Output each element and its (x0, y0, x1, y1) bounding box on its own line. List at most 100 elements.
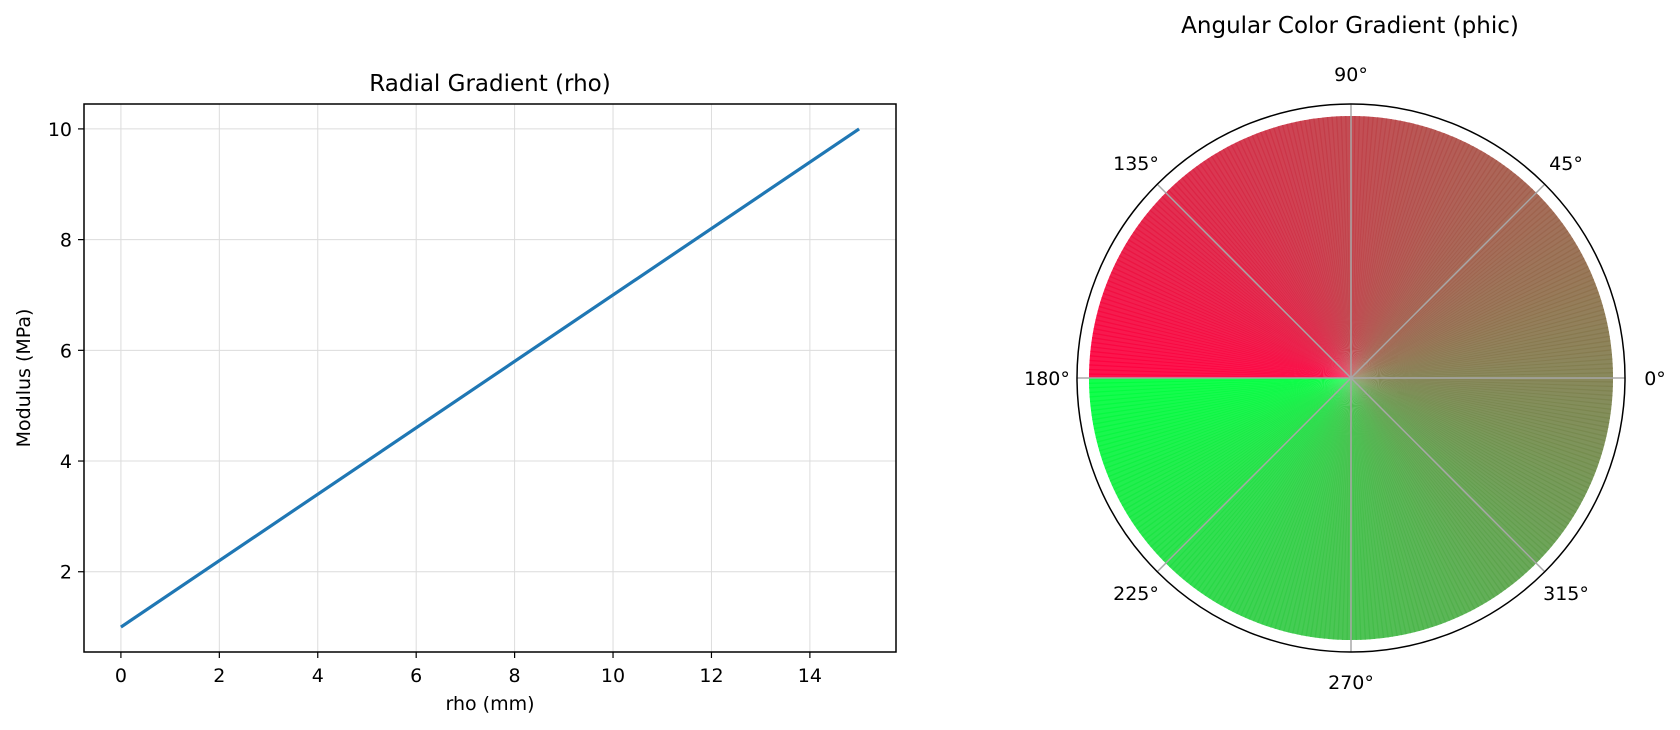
polar-sector-wedge (1351, 132, 1450, 378)
polar-sector-wedge (1351, 129, 1441, 378)
polar-sector-wedge (1351, 230, 1571, 378)
polar-sector-wedge (1214, 151, 1351, 378)
polar-sector-wedge (1181, 174, 1351, 378)
line-y-tick-label: 10 (48, 119, 72, 141)
polar-sector-wedge (1351, 125, 1428, 379)
polar-sector-wedge (1351, 198, 1546, 378)
polar-chart-title: Angular Color Gradient (phic) (1181, 13, 1519, 39)
polar-sector-wedge (1107, 275, 1351, 378)
line-y-ticks: 2 4 6 8 10 (48, 119, 84, 584)
line-x-axis-label: rho (mm) (445, 693, 534, 715)
polar-sector-wedge (1351, 119, 1401, 378)
polar-sector-wedge (1351, 378, 1531, 573)
polar-sector-wedge (1351, 378, 1544, 560)
polar-sector-wedge (1155, 199, 1351, 378)
polar-angle-label: 135° (1113, 153, 1159, 175)
polar-sector-wedge (1124, 378, 1351, 515)
polar-sector-wedge (1351, 378, 1510, 590)
polar-sector-wedge (1252, 378, 1351, 624)
polar-sector-wedge (1104, 284, 1351, 378)
polar-sector-wedge (1351, 201, 1549, 378)
polar-sector-wedge (1208, 378, 1351, 601)
polar-sector-wedge (1292, 378, 1351, 635)
polar-sector-wedge (1100, 297, 1351, 378)
polar-sector-wedge (1351, 378, 1572, 525)
polar-sector-wedge (1351, 378, 1598, 472)
polar-sector-wedge (1351, 152, 1490, 378)
polar-sector-wedge (1114, 259, 1351, 378)
polar-sector-wedge (1207, 155, 1351, 378)
polar-sector-wedge (1351, 134, 1454, 378)
polar-sector-wedge (1351, 378, 1588, 497)
polar-sector-wedge (1193, 378, 1351, 591)
polar-sector-wedge (1351, 378, 1591, 489)
line-x-tick-label: 2 (213, 665, 225, 687)
polar-sector-wedge (1314, 378, 1351, 639)
polar-sector-wedge (1351, 378, 1613, 388)
polar-sector-wedge (1305, 378, 1351, 637)
polar-sector-wedge (1178, 177, 1351, 378)
line-series-path (120, 127, 860, 629)
polar-sector-wedge (1133, 378, 1351, 530)
polar-sector-wedge (1223, 378, 1351, 610)
polar-sector-wedge (1351, 116, 1374, 379)
polar-sector-wedge (1351, 245, 1581, 378)
polar-chart: Angular Color Gradient (phic) 0° 45° 90° 13… (1024, 13, 1666, 694)
polar-sector-wedge (1119, 378, 1351, 507)
polar-sector-wedge (1351, 120, 1406, 378)
polar-sector-wedge (1351, 165, 1509, 378)
polar-sector-wedge (1351, 378, 1612, 410)
polar-sector-wedge (1351, 378, 1586, 501)
polar-sector-wedge (1111, 267, 1351, 378)
polar-sector-wedge (1351, 378, 1608, 437)
polar-sector-wedge (1351, 378, 1574, 521)
polar-sector-wedge (1121, 378, 1351, 511)
polar-sector-wedge (1351, 127, 1432, 378)
polar-angle-label: 270° (1328, 672, 1374, 694)
polar-sector-wedge (1351, 378, 1606, 446)
polar-sector-wedge (1351, 378, 1491, 603)
polar-sector-wedge (1156, 378, 1351, 558)
polar-sector-wedge (1351, 378, 1495, 601)
polar-sector-wedge (1351, 378, 1593, 485)
polar-sector-wedge (1351, 212, 1558, 378)
polar-sector-wedge (1351, 131, 1445, 378)
polar-sector-wedge (1175, 378, 1351, 577)
polar-sector-wedge (1351, 378, 1550, 554)
polar-sector-wedge (1351, 249, 1583, 378)
line-x-tick-label: 12 (699, 665, 723, 687)
polar-sector-wedge (1257, 378, 1351, 625)
polar-sector-wedge (1153, 378, 1351, 555)
polar-sector-wedge (1130, 231, 1351, 378)
line-y-tick-label: 2 (60, 562, 72, 584)
polar-sector-wedge (1319, 378, 1351, 639)
polar-sector-wedge (1351, 222, 1566, 378)
polar-sector-wedge (1222, 146, 1351, 378)
polar-sector-wedge (1131, 378, 1351, 526)
polar-sector-wedge (1158, 196, 1351, 378)
polar-sector-wedge (1283, 378, 1351, 633)
polar-sector-wedge (1089, 350, 1351, 378)
polar-sector-wedge (1351, 226, 1569, 378)
line-x-tick-label: 6 (410, 665, 422, 687)
polar-sector-wedge (1171, 183, 1351, 378)
line-x-tick-label: 4 (312, 665, 324, 687)
polar-sector-wedge (1197, 378, 1351, 594)
polar-angle-label: 90° (1334, 64, 1368, 86)
polar-sector-wedge (1091, 337, 1351, 378)
polar-sector-wedge (1351, 185, 1533, 378)
polar-sector-wedge (1351, 141, 1470, 378)
polar-sector-wedge (1351, 170, 1516, 378)
polar-sector-wedge (1351, 378, 1610, 424)
polar-sector-wedge (1351, 139, 1466, 378)
polar-sector-wedge (1351, 378, 1609, 433)
polar-sector-wedge (1128, 378, 1351, 522)
polar-sector-wedge (1351, 378, 1605, 451)
line-y-axis-label: Modulus (MPa) (13, 309, 35, 448)
polar-sector-wedge (1351, 121, 1410, 378)
polar-sector-wedge (1351, 378, 1600, 468)
line-x-tick-label: 10 (601, 665, 625, 687)
polar-sector-wedge (1204, 378, 1351, 599)
polar-sector-wedge (1351, 146, 1479, 378)
